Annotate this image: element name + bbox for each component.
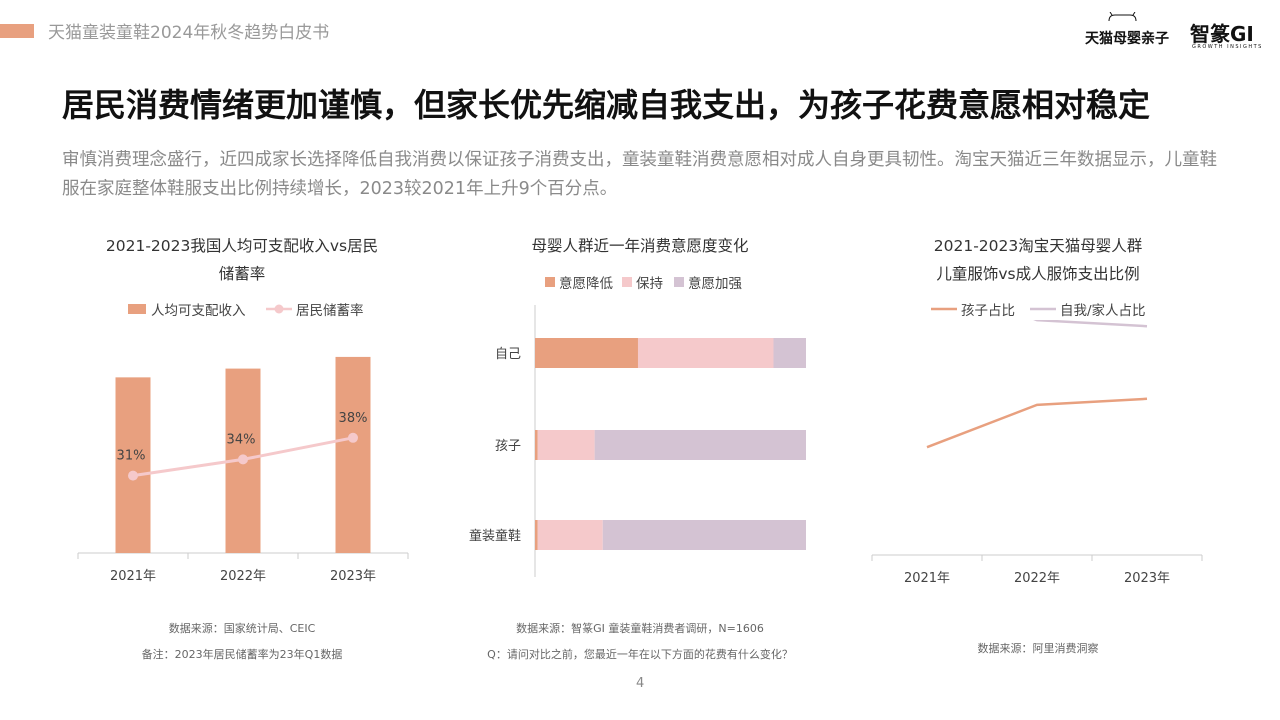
savings-rate-point (238, 454, 248, 465)
chart1-note: 备注：2023年居民储蓄率为23年Q1数据 (141, 648, 343, 661)
y-tick-label: 自己 (495, 347, 521, 362)
legend-swatch (545, 277, 555, 287)
legend-line-swatch (931, 307, 957, 311)
header-accent-bar (0, 24, 34, 38)
savings-rate-label: 38% (339, 411, 368, 426)
y-tick-label: 童装童鞋 (469, 528, 521, 544)
page-number: 4 (636, 676, 645, 691)
page-title: 居民消费情绪更加谨慎，但家长优先缩减自我支出，为孩子花费意愿相对稳定 (62, 86, 1151, 124)
savings-rate-label: 34% (227, 432, 256, 447)
chart3-svg: 2021年 2022年 2023年 (871, 320, 1203, 586)
chart3-legend-2-label: 自我/家人占比 (1060, 303, 1146, 319)
chart1-legend-line-label: 居民储蓄率 (296, 303, 364, 319)
chart3-title-line2: 儿童服饰vs成人服饰支出比例 (936, 265, 1140, 283)
stacked-segment (537, 430, 595, 460)
chart3-legend-1: 孩子占比 (931, 299, 1015, 319)
chart2-legend-3-label: 意愿加强 (688, 276, 742, 292)
stacked-segment (535, 520, 538, 550)
x-tick-label: 2023年 (330, 569, 376, 584)
chart1-title: 2021-2023我国人均可支配收入vs居民 储蓄率 (92, 232, 392, 288)
tmall-logo-text: 天猫母婴亲子 (1085, 31, 1169, 47)
x-tick-label: 2021年 (110, 569, 156, 584)
legend-line-swatch (266, 304, 292, 314)
savings-rate-label: 31% (117, 449, 146, 464)
chart3-title-line1: 2021-2023淘宝天猫母婴人群 (933, 237, 1143, 255)
legend-swatch (622, 277, 632, 287)
chart2-legend-2: 保持 (622, 272, 663, 292)
savings-rate-point (348, 432, 358, 443)
tmall-logo-icon (1108, 12, 1137, 22)
chart3-legend-2: 自我/家人占比 (1030, 299, 1146, 319)
report-title: 天猫童装童鞋2024年秋冬趋势白皮书 (48, 23, 330, 43)
zhizhuan-logo: 智篆GI (1190, 22, 1254, 46)
x-tick-label: 2021年 (904, 571, 950, 586)
chart2-note: Q：请问对比之前，您最近一年在以下方面的花费有什么变化？ (487, 648, 793, 661)
chart3-title: 2021-2023淘宝天猫母婴人群 儿童服饰vs成人服饰支出比例 (888, 232, 1188, 288)
legend-line-swatch (1030, 307, 1056, 311)
self-family-share-line (1033, 320, 1148, 328)
legend-swatch (128, 304, 146, 314)
chart2-legend-1: 意愿降低 (545, 272, 613, 292)
income-bar (335, 356, 371, 553)
chart1-source: 数据来源：国家统计局、CEIC (168, 622, 316, 635)
x-tick-label: 2022年 (220, 569, 266, 584)
chart2-legend-1-label: 意愿降低 (559, 276, 613, 292)
x-tick-label: 2023年 (1124, 571, 1170, 586)
chart1-legend-bar: 人均可支配收入 (128, 299, 246, 319)
chart1-title-line1: 2021-2023我国人均可支配收入vs居民 (105, 237, 379, 255)
x-tick-label: 2022年 (1014, 571, 1060, 586)
stacked-segment (535, 430, 538, 460)
income-bar (115, 377, 151, 553)
chart1-title-line2: 储蓄率 (218, 265, 266, 283)
savings-rate-point (128, 470, 138, 481)
stacked-segment (637, 338, 774, 368)
chart2-legend-2-label: 保持 (636, 276, 663, 292)
chart2-legend-3: 意愿加强 (674, 272, 742, 292)
chart3-legend-1-label: 孩子占比 (961, 303, 1015, 319)
zhizhuan-logo-sub: GROWTH INSIGHTS (1192, 44, 1263, 50)
legend-swatch (674, 277, 684, 287)
stacked-segment (537, 520, 603, 550)
chart2-source: 数据来源：智篆GI 童装童鞋消费者调研，N=1606 (516, 622, 764, 635)
stacked-segment (602, 520, 806, 550)
y-tick-label: 孩子 (495, 439, 521, 454)
child-share-line (926, 397, 1148, 449)
chart1-legend-bar-label: 人均可支配收入 (151, 303, 246, 319)
chart1-svg: 2021年 2022年 2023年 31% 34% 38% (77, 356, 409, 584)
chart3-source: 数据来源：阿里消费洞察 (977, 642, 1099, 655)
page-description: 审慎消费理念盛行，近四成家长选择降低自我消费以保证孩子消费支出，童装童鞋消费意愿… (62, 150, 1217, 199)
chart2-title: 母婴人群近一年消费意愿度变化 (531, 237, 749, 255)
stacked-segment (535, 338, 638, 368)
stacked-segment (773, 338, 806, 368)
stacked-segment (594, 430, 806, 460)
chart1-legend-line: 居民储蓄率 (266, 299, 364, 319)
